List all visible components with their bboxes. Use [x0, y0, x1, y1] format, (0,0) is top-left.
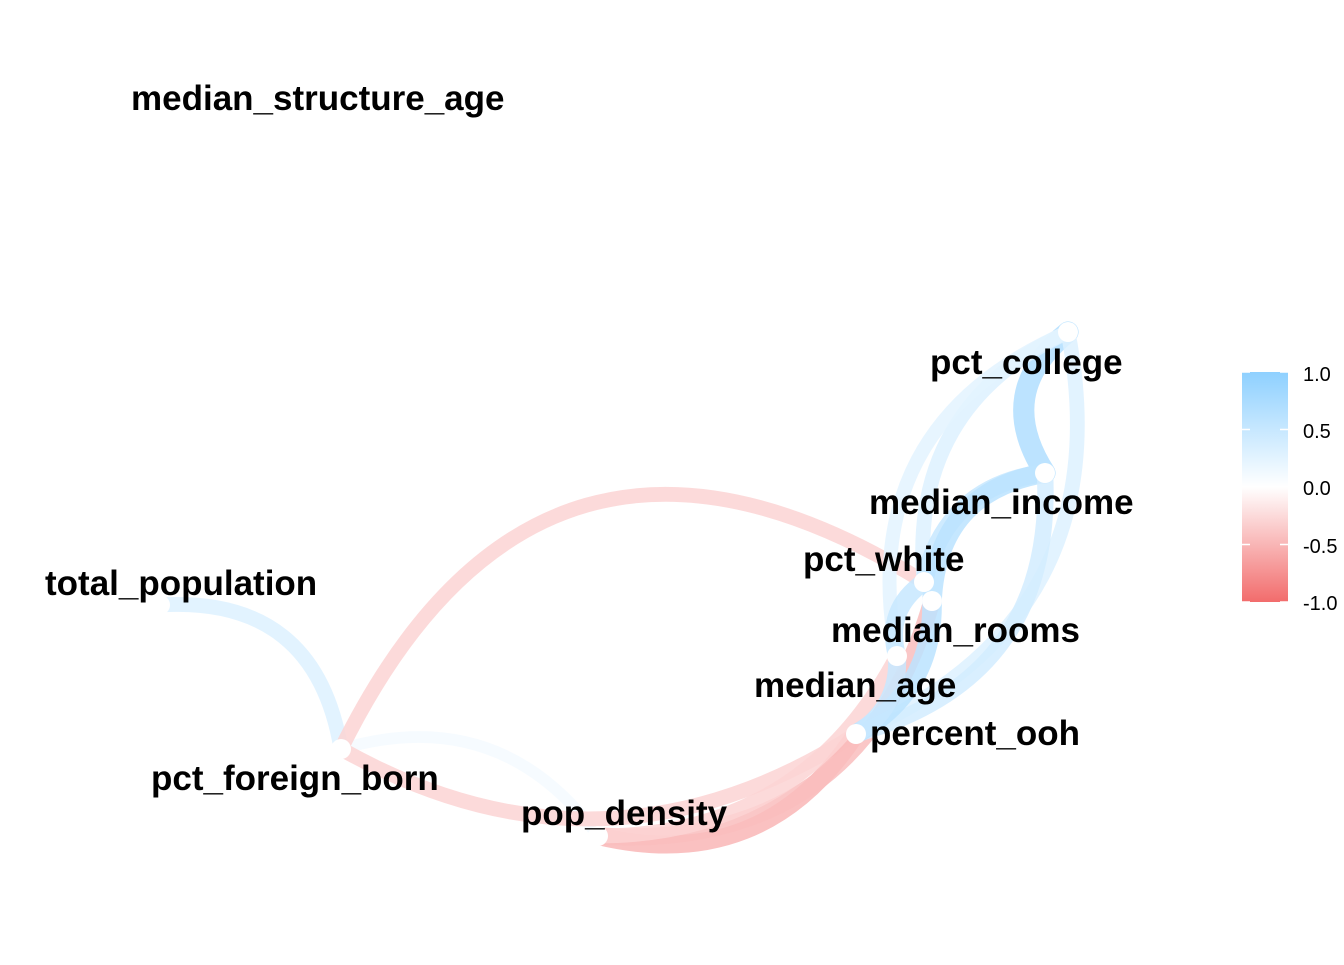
edge-median_income-percent_ooh — [847, 464, 1054, 743]
node-label-pct-white: pct_white — [803, 540, 964, 579]
node-median_age — [887, 646, 907, 666]
node-pct_foreign_born — [331, 739, 351, 759]
node-label-median-age: median_age — [754, 666, 956, 705]
edge-median_age-percent_ooh — [847, 647, 907, 743]
node-label-pop-density: pop_density — [521, 794, 728, 833]
edge-layer — [152, 321, 1085, 854]
node-median_income — [1035, 463, 1055, 483]
node-label-median-income: median_income — [869, 483, 1134, 522]
node-label-percent-ooh: percent_ooh — [870, 714, 1080, 753]
node-pct_white — [914, 572, 934, 592]
node-label-total-population: total_population — [45, 564, 317, 603]
node-layer — [150, 322, 1078, 846]
node-label-pct-college: pct_college — [930, 343, 1123, 382]
edge-pct_foreign_born-percent_ooh — [333, 726, 864, 827]
node-median_rooms — [922, 591, 942, 611]
node-label-median-rooms: median_rooms — [831, 611, 1080, 650]
color-legend: 1.0 0.5 0.0 -0.5 -1.0 — [1242, 364, 1337, 615]
legend-tick-label: 1.0 — [1303, 364, 1331, 386]
node-label-pct-foreign-born: pct_foreign_born — [151, 759, 439, 798]
node-label-median-structure-age: median_structure_age — [131, 79, 504, 118]
edge-median_income-median_rooms — [922, 463, 1055, 611]
node-pct_college — [1058, 322, 1078, 342]
node-total_population — [150, 595, 170, 615]
edge-pct_college-median_age — [882, 325, 1075, 663]
edge-pop_density-median_age — [590, 648, 905, 844]
node-percent_ooh — [846, 724, 866, 744]
node-pop_density — [588, 826, 608, 846]
legend-tick-label: 0.5 — [1303, 421, 1331, 443]
legend-tick-label: -1.0 — [1303, 593, 1337, 615]
label-layer: median_structure_age pct_college median_… — [45, 79, 1134, 833]
edge-pct_foreign_born-pct_white — [333, 486, 932, 757]
edge-pct_foreign_born-pop_density — [335, 731, 604, 842]
legend-tick-label: 0.0 — [1303, 478, 1331, 500]
edge-total_population-pct_foreign_born — [152, 597, 349, 757]
legend-tick-label: -0.5 — [1303, 536, 1337, 558]
